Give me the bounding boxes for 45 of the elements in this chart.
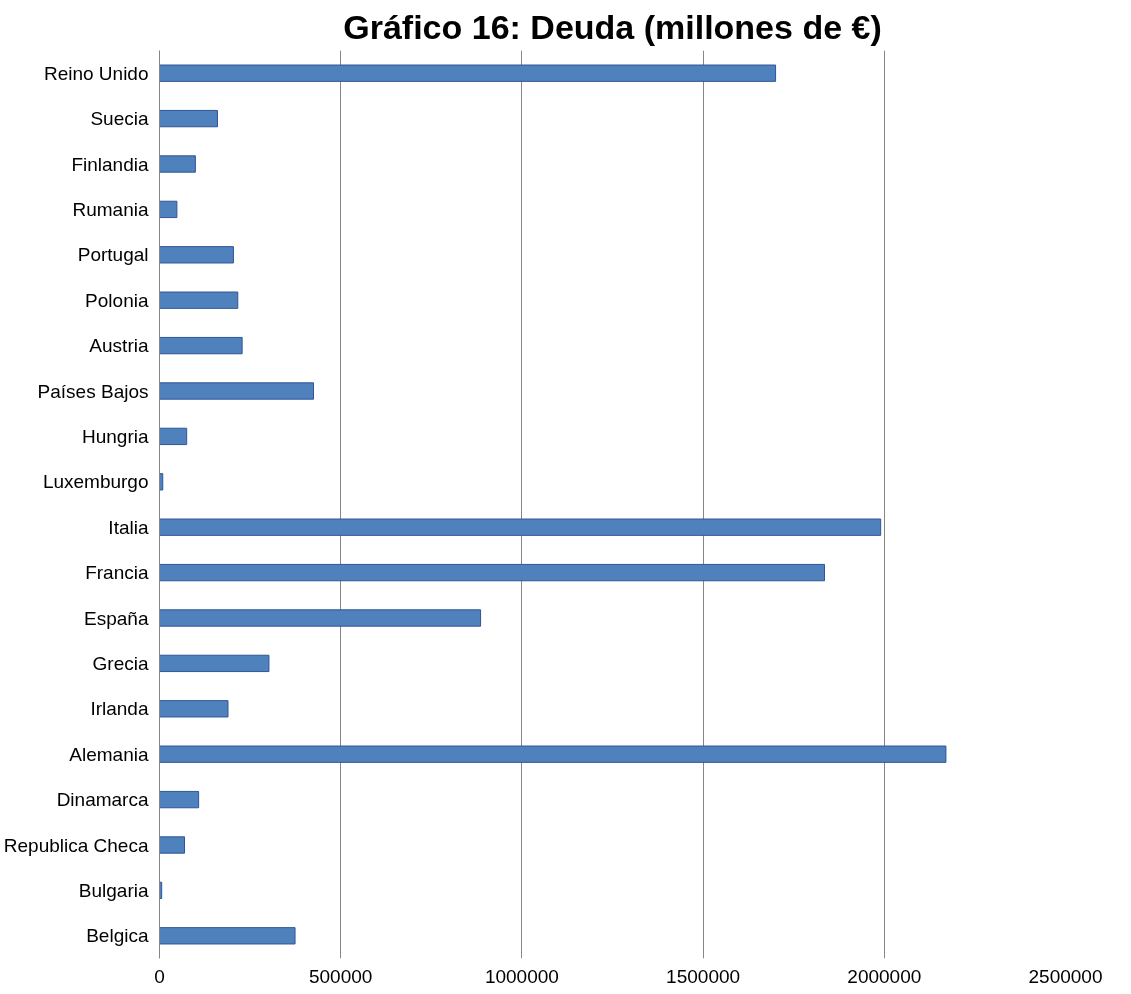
y-tick-label: Dinamarca <box>56 789 149 811</box>
y-tick-label: Republica Checa <box>3 834 149 856</box>
bar <box>159 155 196 173</box>
x-tick-label: 0 <box>154 965 165 987</box>
y-tick-label: Finlandia <box>71 153 149 175</box>
y-tick-label: Francia <box>85 562 149 584</box>
y-tick-label: Rumania <box>72 198 149 220</box>
x-tick-label: 2500000 <box>1028 965 1103 987</box>
y-tick-label: Polonia <box>85 289 149 311</box>
y-tick-label: Luxemburgo <box>42 471 149 493</box>
y-tick-label: Reino Unido <box>43 62 149 84</box>
y-tick-label: Suecia <box>90 108 149 130</box>
bar <box>159 518 882 536</box>
bar <box>159 382 315 400</box>
bar <box>159 291 239 309</box>
bar <box>159 836 186 854</box>
x-tick-label: 2000000 <box>847 965 922 987</box>
y-tick-label: España <box>84 607 149 629</box>
y-tick-label: Belgica <box>86 925 149 947</box>
bar <box>159 790 200 809</box>
bar <box>159 246 234 264</box>
y-tick-label: Países Bajos <box>37 380 149 402</box>
bar <box>159 109 218 128</box>
bar <box>159 654 270 673</box>
bar <box>159 609 482 627</box>
bar <box>159 745 947 763</box>
y-tick-label: Alemania <box>69 743 149 765</box>
y-tick-label: Irlanda <box>90 698 149 720</box>
x-tick-label: 500000 <box>309 965 373 987</box>
bar <box>159 336 243 355</box>
bar <box>159 427 188 446</box>
bar <box>159 200 178 219</box>
x-tick-label: 1000000 <box>484 965 559 987</box>
y-tick-label: Austria <box>89 335 149 357</box>
chart-title: Gráfico 16: Deuda (millones de €) <box>343 7 882 46</box>
x-tick-label: 1500000 <box>666 965 741 987</box>
y-tick-label: Grecia <box>92 652 149 674</box>
bar <box>159 64 777 82</box>
bar <box>159 927 296 945</box>
y-tick-label: Portugal <box>77 244 149 266</box>
y-tick-label: Hungria <box>81 425 149 447</box>
bar <box>159 563 825 582</box>
y-tick-label: Italia <box>108 516 149 538</box>
y-tick-label: Bulgaria <box>78 879 149 901</box>
bar <box>159 700 229 718</box>
